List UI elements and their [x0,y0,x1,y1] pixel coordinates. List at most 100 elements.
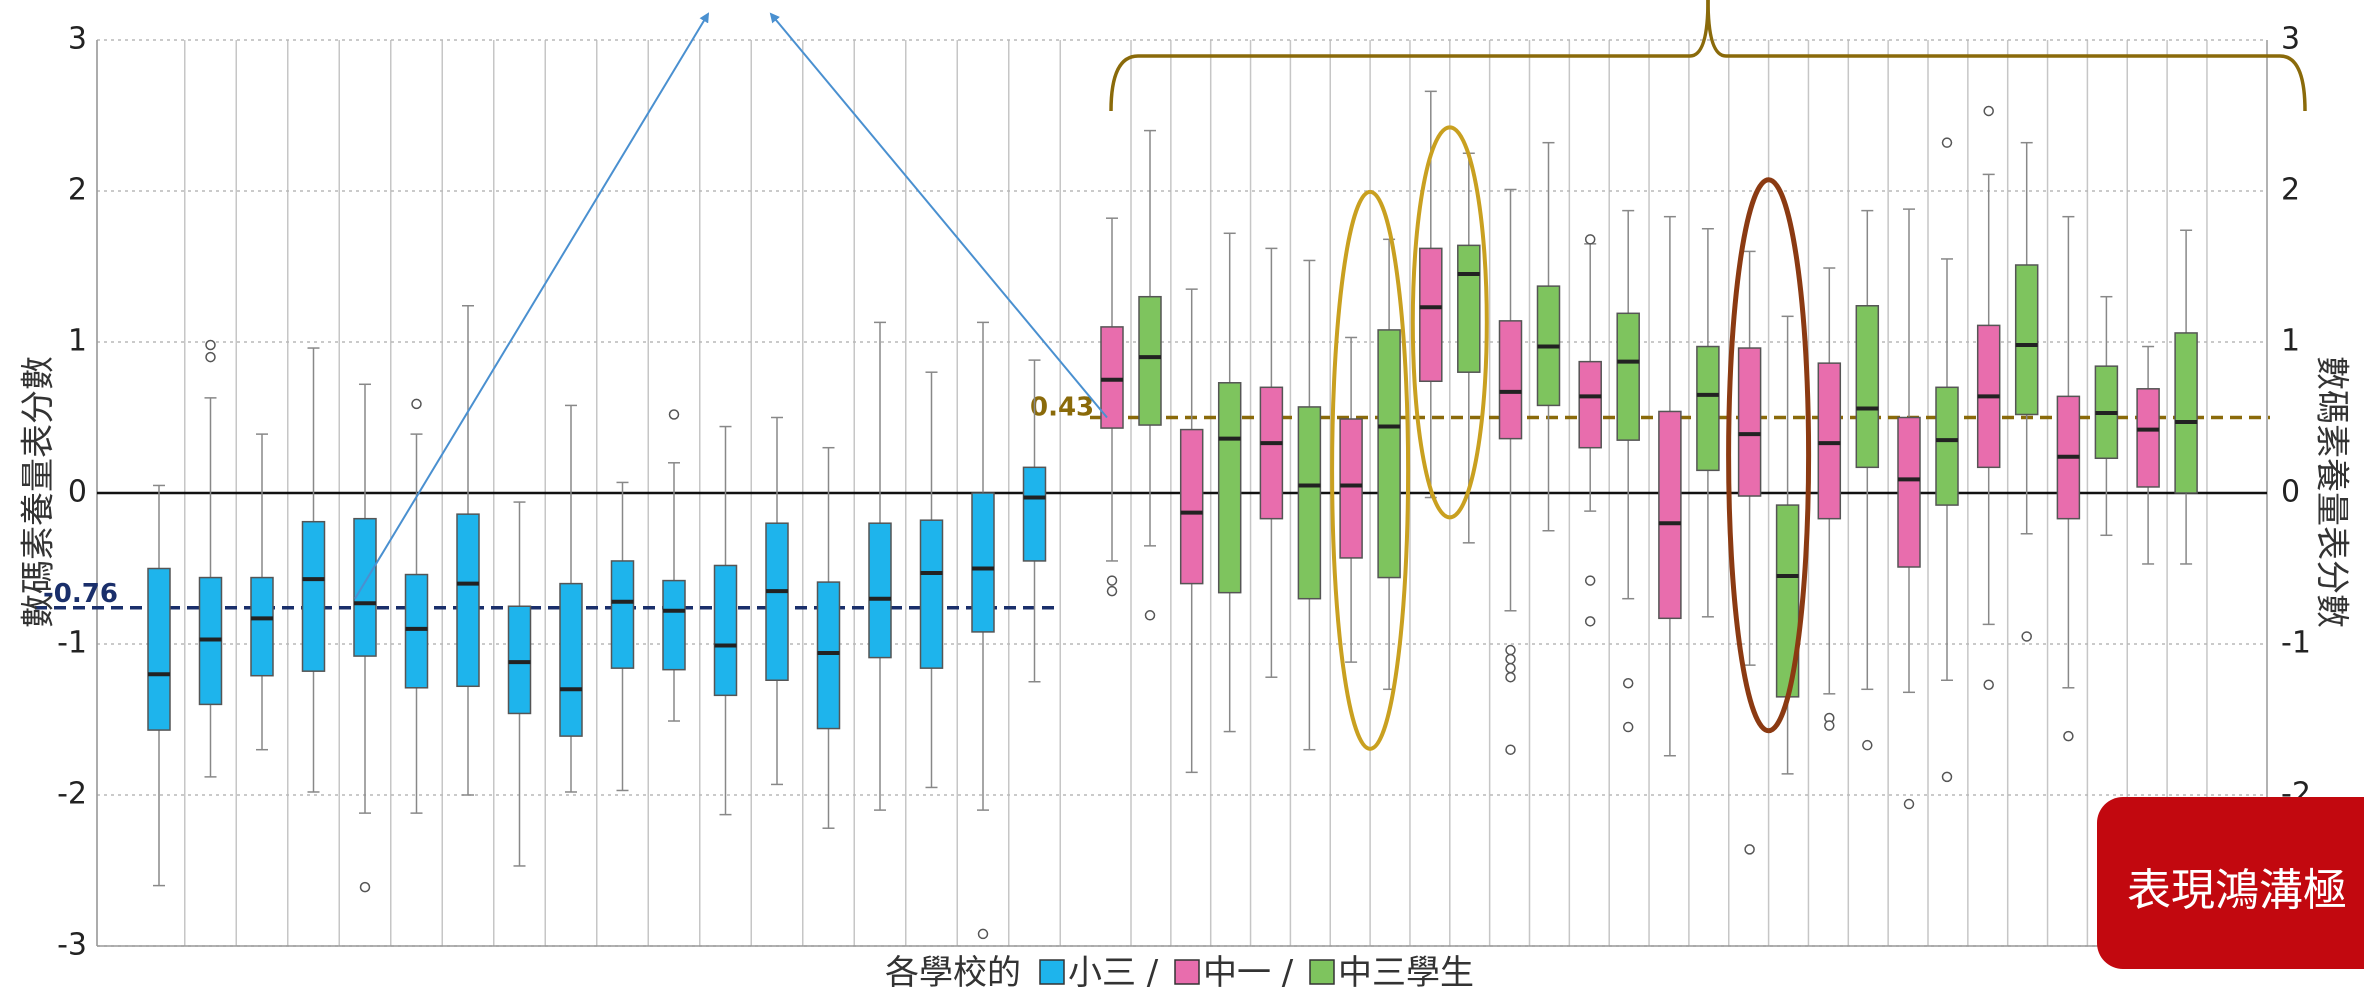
box-s1-4-box [1419,247,1443,383]
box-s3-9 [1855,209,1880,751]
box-s1-0-box [1100,326,1124,429]
brace-left-half [1109,0,1710,112]
y-tick-right-3: 0 [2281,475,2300,510]
box-s1-7 [1658,215,1682,757]
y-axis-label-left: 數碼素養量表分數 [19,356,59,628]
box-p3-2 [250,433,274,751]
box-s3-2 [1297,259,1322,751]
box-p3-4 [353,383,377,893]
y-tick-right-5: 2 [2281,173,2300,208]
box-p3-16-outlier-0 [977,928,989,940]
box-p3-7 [507,501,532,867]
box-s1-6 [1578,234,1602,627]
box-s3-13 [2174,229,2198,565]
box-p3-14-box [868,522,892,659]
box-p3-17-box [1022,466,1047,562]
box-p3-0 [147,484,171,887]
brace-right-half [1706,0,2307,112]
box-s1-3-box [1339,418,1363,559]
highlight-oval-2 [1726,177,1812,734]
box-s1-4 [1419,90,1443,499]
legend-label-s1: 中一 / [1203,953,1294,993]
box-s3-6-box [1616,312,1640,441]
box-s3-6-outlier-1 [1622,721,1634,733]
box-s3-2-box [1297,406,1322,600]
box-p3-10-box [662,579,686,671]
box-s1-2 [1259,247,1284,678]
box-s1-10 [1897,208,1921,810]
annotation-layer [354,0,2307,751]
box-s1-12-outlier-0 [2063,730,2074,742]
box-s1-13-box [2136,388,2160,488]
box-p3-2-box [250,576,274,677]
box-s1-5-box [1498,320,1523,440]
box-p3-10 [662,409,686,722]
box-s1-11-outlier-0 [1983,105,1994,117]
box-s1-10-outlier-0 [1903,798,1915,810]
callout-box: 表現鴻溝極 [2097,797,2364,969]
box-s1-11 [1976,105,2001,691]
y-tick-left-0: -3 [57,928,87,963]
box-s3-11 [2014,141,2039,642]
box-s3-11-box [2014,264,2039,416]
box-p3-7-box [507,605,532,715]
box-s3-4 [1457,152,1481,544]
legend-label-p3: 小三 / [1068,953,1159,993]
box-s1-9 [1817,267,1842,731]
box-s1-5-outlier-4 [1505,744,1516,755]
box-s1-8 [1737,250,1762,855]
box-s1-0 [1100,217,1124,597]
ref-label-secondary: 0.43 [1030,393,1094,423]
box-layer [147,90,2198,940]
box-s3-7 [1696,228,1720,618]
box-s1-1-box [1179,428,1204,585]
callout-text: 表現鴻溝極 [2127,865,2347,916]
box-s1-6-outlier-0 [1584,234,1596,245]
box-p3-8-box [559,582,583,737]
box-s3-10-outlier-1 [1941,771,1953,783]
box-p3-17 [1022,359,1047,683]
box-s1-12 [2056,215,2081,742]
box-p3-9 [610,481,635,792]
box-p3-9-box [610,560,635,669]
box-s1-5-outlier-3 [1505,671,1516,683]
box-p3-5-box [404,573,429,689]
x-axis-label: 各學校的 小三 / 中一 / 中三學生 [885,953,1474,993]
box-p3-11-box [713,564,738,697]
box-p3-3-box [301,520,326,672]
box-s3-8 [1775,315,1800,775]
box-s1-5 [1498,188,1523,755]
arrow-left [354,12,710,600]
box-s3-3-box [1377,329,1401,579]
box-s3-9-outlier-0 [1862,739,1873,751]
box-s3-10-box [1935,386,1959,506]
box-s1-10-box [1897,416,1921,568]
box-p3-4-box [353,517,377,657]
box-p3-11 [713,425,738,816]
box-p3-12 [765,416,789,786]
box-p3-12-box [765,522,789,681]
box-s1-13 [2136,345,2160,565]
legend-swatch-s1 [1174,959,1200,985]
box-s3-4-box [1457,244,1481,373]
box-s1-3 [1339,336,1363,663]
y-tick-left-2: -1 [57,626,87,661]
y-ticks-left: -3 -2 -1 0 1 2 3 [57,22,87,963]
y-tick-left-3: 0 [68,475,87,510]
x-label-prefix: 各學校的 [885,953,1021,993]
box-s1-9-outlier-1 [1824,720,1835,731]
box-s1-2-box [1259,386,1284,520]
box-s1-9-box [1817,362,1842,520]
legend-label-s3: 中三學生 [1338,953,1474,993]
box-s3-0 [1138,129,1162,621]
box-p3-4-outlier-0 [359,881,371,893]
box-p3-14 [868,321,892,811]
box-s1-5-outlier-0 [1505,644,1516,656]
box-s1-11-outlier-1 [1983,679,1994,691]
box-s1-1 [1179,288,1204,774]
box-s3-5 [1536,141,1561,532]
box-s1-5-outlier-2 [1505,662,1516,674]
box-s3-12 [2094,295,2119,537]
y-tick-left-5: 2 [68,173,87,208]
